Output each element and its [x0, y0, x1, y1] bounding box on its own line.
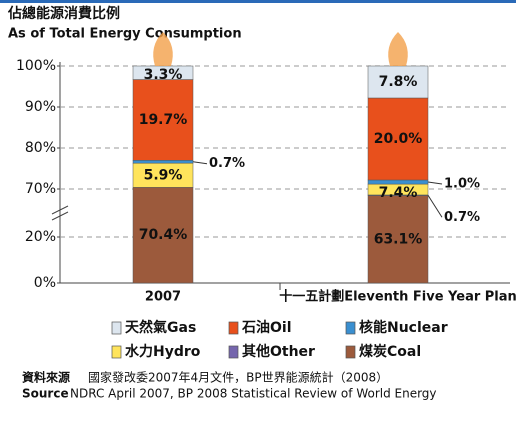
chart-subtitle: As of Total Energy Consumption — [8, 27, 242, 42]
leader-line — [427, 195, 443, 218]
bar-segment — [367, 179, 429, 185]
axis-break — [51, 211, 69, 221]
top-rule — [0, 0, 516, 3]
x-tick-label: 十一五計劃Eleventh Five Year Plan — [279, 289, 516, 305]
data-label: 1.0% — [444, 177, 480, 192]
legend-swatch — [111, 345, 122, 359]
data-label: 20.0% — [374, 131, 423, 147]
legend-label: 其他Other — [242, 343, 315, 360]
source-label: Source — [22, 387, 69, 401]
data-label: 0.7% — [444, 210, 480, 225]
y-tick-label: 70% — [25, 181, 56, 197]
legend-swatch — [345, 345, 356, 359]
source-label: 資料來源 — [22, 370, 70, 385]
data-label: 5.9% — [144, 167, 183, 183]
legend-label: 煤炭Coal — [359, 343, 421, 360]
source-text: NDRC April 2007, BP 2008 Statistical Rev… — [70, 387, 437, 401]
legend-swatch — [345, 321, 356, 335]
data-label: 7.4% — [379, 185, 418, 201]
bar-segment — [132, 162, 194, 188]
y-tick-label: 80% — [25, 140, 56, 156]
leader-line — [427, 181, 443, 185]
y-tick-label: 100% — [16, 58, 56, 74]
leader-line — [192, 161, 208, 165]
bar-segment — [367, 65, 429, 99]
y-tick-label: 90% — [25, 99, 56, 115]
legend-swatch — [228, 321, 239, 335]
y-tick-label: 20% — [25, 229, 56, 245]
bar-segment — [132, 79, 194, 161]
axis-break — [51, 205, 69, 215]
legend-label: 天然氣Gas — [125, 319, 196, 336]
bar-segment — [367, 97, 429, 181]
data-label: 63.1% — [374, 231, 423, 247]
source-text: 國家發改委2007年4月文件，BP世界能源統計（2008） — [88, 370, 388, 385]
bar-segment — [132, 187, 194, 284]
flame — [153, 32, 173, 66]
bar-segment — [132, 160, 194, 164]
flame — [388, 32, 408, 66]
data-label: 0.7% — [209, 156, 245, 171]
data-label: 70.4% — [139, 227, 188, 243]
legend-label: 水力Hydro — [125, 343, 201, 360]
chart-title: 佔總能源消費比例 — [7, 5, 120, 22]
data-label: 19.7% — [139, 112, 188, 128]
legend-swatch — [111, 321, 122, 335]
data-label: 3.3% — [144, 67, 183, 83]
y-tick-label: 0% — [34, 275, 56, 291]
legend-swatch — [228, 345, 239, 359]
bar-segment — [367, 195, 429, 284]
data-label: 7.8% — [379, 74, 418, 90]
x-tick-label: 2007 — [145, 290, 181, 305]
legend-label: 石油Oil — [241, 319, 292, 336]
legend-label: 核能Nuclear — [359, 319, 448, 336]
